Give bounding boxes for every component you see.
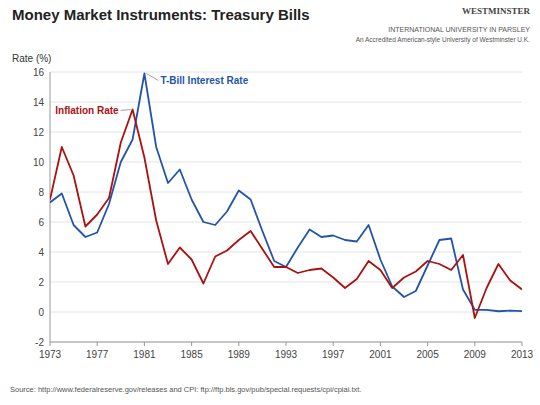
x-tick-label: 2005 (416, 349, 439, 360)
logo-text: WESTMINSTER (462, 6, 531, 16)
grid-line (50, 342, 522, 343)
grid-line (50, 192, 522, 193)
x-tick-label: 1997 (322, 349, 345, 360)
x-tick-label: 2013 (511, 349, 534, 360)
x-tick-label: 1985 (180, 349, 203, 360)
x-tick-label: 1989 (228, 349, 251, 360)
y-tick-label: 6 (38, 217, 44, 228)
x-tick (474, 342, 475, 346)
grid-line (50, 222, 522, 223)
x-tick (380, 342, 381, 346)
y-axis (50, 72, 51, 342)
x-tick (286, 342, 287, 346)
title: Money Market Instruments: Treasury Bills (12, 6, 310, 23)
grid-line (50, 102, 522, 103)
x-tick (522, 342, 523, 346)
x-tick (50, 342, 51, 346)
lines (50, 74, 522, 319)
x-tick-label: 1981 (133, 349, 156, 360)
logo-text: An Accredited American-style University … (356, 36, 531, 44)
y-tick-label: 12 (33, 127, 45, 138)
grid-line (50, 72, 522, 73)
series-line (50, 74, 522, 312)
y-tick-label: 16 (33, 67, 45, 78)
grid-line (50, 132, 522, 133)
x-tick-label: 2001 (369, 349, 392, 360)
y-tick-label: 14 (33, 97, 45, 108)
x-tick (333, 342, 334, 346)
x-tick-label: 1973 (39, 349, 62, 360)
series-label: T-Bill Interest Rate (160, 75, 248, 86)
y-tick-label: 0 (38, 307, 44, 318)
series-label: Inflation Rate (55, 105, 119, 116)
x-tick (238, 342, 239, 346)
grid (50, 72, 522, 342)
y-tick-label: 10 (33, 157, 45, 168)
x-tick (144, 342, 145, 346)
x-tick-label: 1993 (275, 349, 298, 360)
y-tick-label: -2 (35, 337, 44, 348)
x-tick (427, 342, 428, 346)
x-tick (191, 342, 192, 346)
label-leader (146, 74, 158, 81)
logo-text: INTERNATIONAL UNIVERSITY IN PARSLEY (388, 26, 530, 33)
x-tick-label: 1977 (86, 349, 109, 360)
grid-line (50, 252, 522, 253)
y-axis-label: Rate (%) (12, 53, 51, 64)
x-axis (50, 342, 522, 343)
source-text: Source: http://www.federalreserve.gov/re… (10, 385, 361, 394)
chart: Money Market Instruments: Treasury Bills… (0, 0, 540, 405)
label-leader (121, 110, 131, 111)
x-tick-label: 2009 (464, 349, 487, 360)
y-tick-label: 2 (38, 277, 44, 288)
x-tick (97, 342, 98, 346)
grid-line (50, 282, 522, 283)
y-tick-label: 8 (38, 187, 44, 198)
grid-line (50, 312, 522, 313)
y-tick-label: 4 (38, 247, 44, 258)
series-line (50, 110, 522, 319)
